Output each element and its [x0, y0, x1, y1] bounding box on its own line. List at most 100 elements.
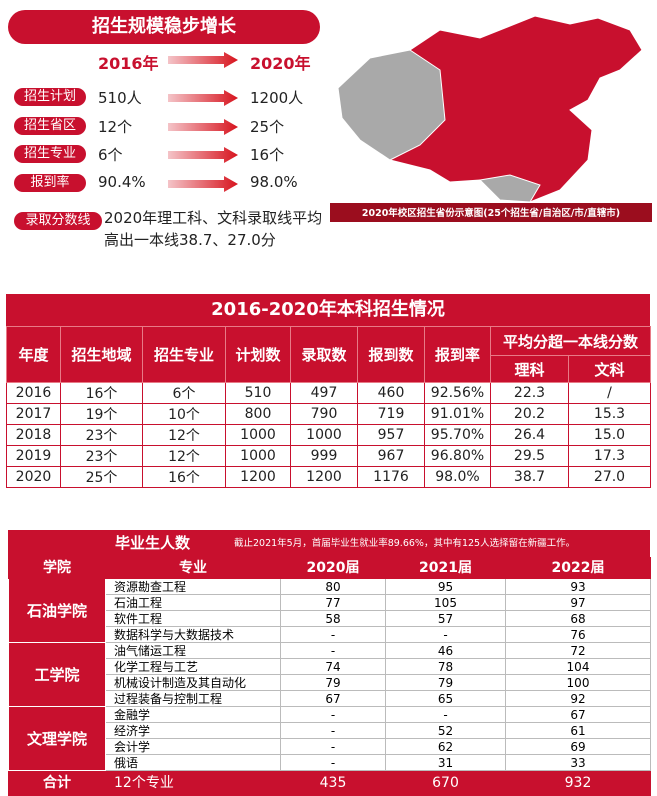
- table-cell: 23个: [60, 445, 143, 467]
- table-cell: 15.0: [567, 424, 652, 446]
- header-cell: 招生地域: [60, 326, 143, 383]
- table-cell: 23个: [60, 424, 143, 446]
- table-cell: 资源勘查工程: [105, 578, 281, 595]
- header-cell: 年度: [6, 326, 61, 383]
- table-cell: 62: [385, 738, 506, 755]
- graduates-table: 学院 专业 2020届 2021届 2022届 石油学院 资源勘查工程 80 95 93 石油工程 7…: [8, 557, 651, 796]
- table-cell: 19个: [60, 403, 143, 425]
- header-row: 理科 文科: [7, 355, 652, 383]
- table-cell: 过程装备与控制工程: [105, 690, 281, 707]
- header-cell: 理科: [490, 355, 569, 383]
- table-row: 石油工程 77 105 97: [9, 594, 651, 611]
- table-row: 2017 19个 10个 800 790 719 91.01% 20.2 15.3: [6, 403, 652, 425]
- row-label: 招生省区市: [14, 117, 86, 151]
- table-cell: 16个: [142, 466, 226, 488]
- table-cell: 68: [505, 610, 651, 627]
- table-cell: 金融学: [105, 706, 281, 723]
- year-end: 2020年: [250, 54, 311, 73]
- table-row: 会计学 -62 69: [9, 738, 651, 755]
- table-cell: 67: [505, 706, 651, 723]
- header-cell: 平均分超一本线分数: [489, 326, 652, 356]
- total-cell: 932: [505, 770, 651, 796]
- header-cell: 报到数: [357, 326, 425, 383]
- table-cell: 31: [385, 754, 506, 771]
- header-row: 学院 专业 2020届 2021届 2022届: [8, 557, 651, 579]
- table-cell: 69: [505, 738, 651, 755]
- map: 2020年校区招生省份示意图(25个招生省/自治区/市/直辖市): [330, 10, 652, 222]
- value-start: 510人: [98, 89, 142, 107]
- college-cell: 文理学院: [8, 706, 106, 771]
- year-start: 2016年: [98, 54, 159, 73]
- arrow: [168, 90, 238, 106]
- table-cell: 6个: [142, 382, 226, 404]
- value-start: 12个: [98, 118, 133, 136]
- table-cell: 497: [290, 382, 358, 404]
- table-cell: 20.2: [490, 403, 569, 425]
- table-cell: 2019: [6, 445, 61, 467]
- arrow: [168, 52, 238, 68]
- row-label: 招生专业: [14, 145, 86, 163]
- table-cell: 79: [385, 674, 506, 691]
- table-cell: -: [280, 642, 386, 659]
- table-cell: 27.0: [567, 466, 652, 488]
- table-cell: 1000: [225, 424, 291, 446]
- table-cell: 1200: [225, 466, 291, 488]
- table-row: 工学院 油气储运工程 -46 72: [8, 642, 651, 707]
- table-cell: 79: [280, 674, 386, 691]
- table-cell: /: [567, 382, 652, 404]
- row-label: 报到率: [14, 174, 86, 192]
- table-cell: 38.7: [490, 466, 569, 488]
- table-cell: 92.56%: [424, 382, 491, 404]
- table-row: 文理学院 金融学 - -67: [8, 706, 651, 771]
- table-cell: 957: [357, 424, 425, 446]
- table-row: 2019 23个 12个 1000 999 967 96.80% 29.5 17.3: [6, 445, 652, 467]
- map-caption: 2020年校区招生省份示意图(25个招生省/自治区/市/直辖市): [362, 207, 620, 219]
- table-cell: 会计学: [105, 738, 281, 755]
- table-cell: 74: [280, 658, 386, 675]
- table-row: 2018 23个 12个 1000 1000 957 95.70% 26.4 15.0: [6, 424, 652, 446]
- table-cell: 77: [280, 594, 386, 611]
- table-cell: 油气储运工程: [105, 642, 281, 659]
- value-end: 16个: [250, 146, 285, 164]
- header-cell: 学院: [8, 557, 106, 579]
- table-cell: 93: [505, 578, 651, 595]
- table-cell: 61: [505, 722, 651, 739]
- table-cell: 经济学: [105, 722, 281, 739]
- table-cell: 29.5: [490, 445, 569, 467]
- header-row: 年度 招生地域 招生专业 计划数 录取数 报到数 报到率 平均分超一本线分数: [6, 326, 652, 383]
- score-label: 录取分数线: [14, 212, 102, 230]
- table-cell: -: [280, 738, 386, 755]
- table-row: 2020 25个 16个 1200 1200 1176 98.0% 38.7 27.0: [6, 466, 652, 488]
- table-row: 石油学院 资源勘查工程 80 95 93: [8, 578, 651, 643]
- table-cell: 65: [385, 690, 506, 707]
- table-cell: 25个: [60, 466, 143, 488]
- table-cell: 78: [385, 658, 506, 675]
- table-row: 机械设计制造及其自动化 79 79 100: [9, 674, 651, 691]
- table-cell: 2016: [6, 382, 61, 404]
- table-cell: 1000: [225, 445, 291, 467]
- arrow: [168, 119, 238, 135]
- value-end: 1200人: [250, 89, 304, 107]
- table-cell: 96.80%: [424, 445, 491, 467]
- table-cell: 2017: [6, 403, 61, 425]
- table-row: 过程装备与控制工程 67 65 92: [9, 690, 651, 707]
- table-cell: 12个: [142, 445, 226, 467]
- table-cell: 数据科学与大数据技术: [105, 626, 281, 643]
- header-cell: 2022届: [505, 557, 651, 579]
- table-cell: 76: [505, 626, 651, 643]
- table-cell: 104: [505, 658, 651, 675]
- table-cell: 石油工程: [105, 594, 281, 611]
- table-cell: 12个: [142, 424, 226, 446]
- table-cell: 2018: [6, 424, 61, 446]
- table-cell: 92: [505, 690, 651, 707]
- map-region-gray: [337, 49, 446, 161]
- header-cell: 文科: [567, 355, 652, 383]
- header-cell: 计划数: [225, 326, 291, 383]
- graduates-title: 毕业生人数: [115, 534, 191, 552]
- college-cell: 石油学院: [8, 578, 106, 643]
- table-cell: 72: [505, 642, 651, 659]
- total-cell: 合计: [8, 770, 106, 796]
- table-cell: 95.70%: [424, 424, 491, 446]
- table-cell: 1176: [357, 466, 425, 488]
